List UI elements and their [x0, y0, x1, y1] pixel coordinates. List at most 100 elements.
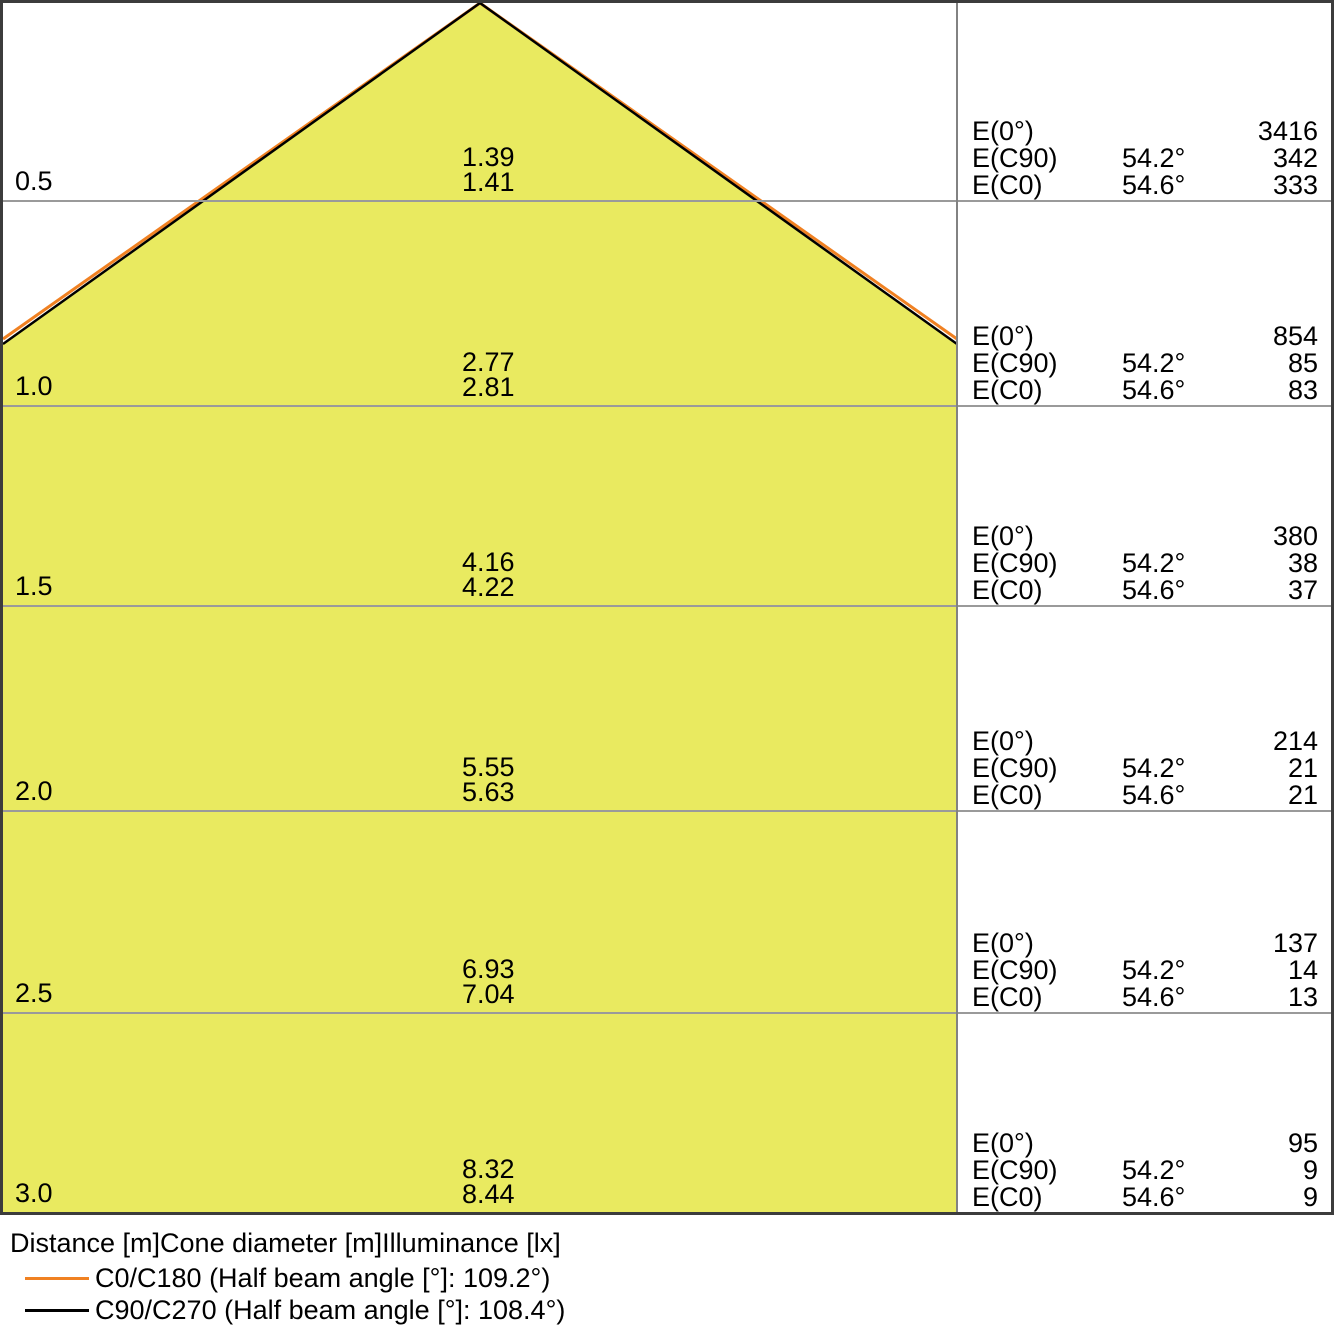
illuminance-row: E(C0) 54.6° 21	[972, 782, 1318, 809]
caption-distance: Distance [m]	[10, 1228, 161, 1258]
illuminance-row: E(C0) 54.6° 37	[972, 577, 1318, 604]
e-label: E(C0)	[972, 780, 1043, 810]
light-cone-plot	[3, 3, 957, 1212]
e-value: 380	[1272, 521, 1318, 551]
illuminance-block: E(0°) 214 E(C90) 54.2° 21 E(C0) 54.6° 21	[972, 728, 1318, 809]
illuminance-row: E(C90) 54.2° 38	[972, 550, 1318, 577]
c0-beam-line	[3, 3, 957, 341]
illuminance-row: E(C0) 54.6° 333	[972, 172, 1318, 199]
caption-cone-diameter: Cone diameter [m]	[160, 1228, 383, 1258]
gridline-2.0m	[3, 810, 1331, 812]
e-angle: 54.6°	[1122, 982, 1186, 1012]
e-value: 854	[1272, 321, 1318, 351]
e-label: E(C90)	[972, 548, 1058, 578]
illuminance-row: E(0°) 214	[972, 728, 1318, 755]
e-angle: 54.2°	[1122, 143, 1186, 173]
e-label: E(C0)	[972, 575, 1043, 605]
gridline-0.5m	[3, 200, 1331, 202]
e-value: 95	[1287, 1128, 1318, 1158]
e-value: 38	[1287, 548, 1318, 578]
illuminance-row: E(C90) 54.2° 21	[972, 755, 1318, 782]
e-value: 342	[1272, 143, 1318, 173]
illuminance-block: E(0°) 380 E(C90) 54.2° 38 E(C0) 54.6° 37	[972, 523, 1318, 604]
illuminance-block: E(0°) 137 E(C90) 54.2° 14 E(C0) 54.6° 13	[972, 930, 1318, 1011]
legend-item-c0-c180: C0/C180 (Half beam angle [°]: 109.2°)	[0, 1262, 700, 1294]
distance-label: 2.5	[15, 978, 53, 1008]
cone-diagram-chart: 0.5 1.0 1.5 2.0 2.5 3.0 1.39 1.41 2.77 2…	[0, 0, 1334, 1215]
illuminance-row: E(0°) 854	[972, 323, 1318, 350]
e-value: 333	[1272, 170, 1318, 200]
cone-diameter-labels: 8.32 8.44	[462, 1154, 515, 1209]
e-label: E(C0)	[972, 170, 1043, 200]
illuminance-row: E(0°) 137	[972, 930, 1318, 957]
gridline-1.0m	[3, 405, 1331, 407]
e-value: 9	[1302, 1155, 1318, 1185]
cone-diameter-labels: 4.16 4.22	[462, 547, 515, 602]
e-label: E(0°)	[972, 521, 1034, 551]
e-angle: 54.6°	[1122, 170, 1186, 200]
e-angle: 54.2°	[1122, 955, 1186, 985]
e-angle: 54.6°	[1122, 375, 1186, 405]
column-divider	[956, 3, 958, 1212]
e-label: E(C90)	[972, 753, 1058, 783]
gridline-1.5m	[3, 605, 1331, 607]
illuminance-block: E(0°) 95 E(C90) 54.2° 9 E(C0) 54.6° 9	[972, 1130, 1318, 1211]
e-label: E(C90)	[972, 348, 1058, 378]
illuminance-row: E(C90) 54.2° 14	[972, 957, 1318, 984]
c0-line-swatch	[25, 1276, 89, 1280]
e-label: E(C90)	[972, 143, 1058, 173]
illuminance-row: E(C90) 54.2° 85	[972, 350, 1318, 377]
e-angle: 54.6°	[1122, 1182, 1186, 1212]
legend-label: C0/C180 (Half beam angle [°]: 109.2°)	[95, 1263, 551, 1293]
e-value: 37	[1287, 575, 1318, 605]
e-value: 3416	[1257, 116, 1318, 146]
illuminance-row: E(C90) 54.2° 9	[972, 1157, 1318, 1184]
illuminance-row: E(C90) 54.2° 342	[972, 145, 1318, 172]
diameter-c90: 6.93	[462, 954, 515, 984]
e-value: 21	[1287, 780, 1318, 810]
e-angle: 54.6°	[1122, 780, 1186, 810]
e-label: E(0°)	[972, 321, 1034, 351]
diameter-c90: 8.32	[462, 1154, 515, 1184]
e-value: 13	[1287, 982, 1318, 1012]
distance-label: 1.0	[15, 371, 53, 401]
diameter-c0: 2.81	[462, 372, 515, 402]
diameter-c0: 5.63	[462, 777, 515, 807]
illuminance-block: E(0°) 854 E(C90) 54.2° 85 E(C0) 54.6° 83	[972, 323, 1318, 404]
e-value: 14	[1287, 955, 1318, 985]
diameter-c0: 4.22	[462, 572, 515, 602]
distance-label: 3.0	[15, 1178, 53, 1208]
caption-illuminance: Illuminance [lx]	[382, 1228, 561, 1258]
illuminance-row: E(C0) 54.6° 13	[972, 984, 1318, 1011]
diameter-c90: 1.39	[462, 142, 515, 172]
illuminance-row: E(C0) 54.6° 9	[972, 1184, 1318, 1211]
e-value: 85	[1287, 348, 1318, 378]
diameter-c0: 1.41	[462, 167, 515, 197]
e-label: E(0°)	[972, 928, 1034, 958]
gridline-2.5m	[3, 1012, 1331, 1014]
e-label: E(C0)	[972, 375, 1043, 405]
e-label: E(C0)	[972, 1182, 1043, 1212]
illuminance-row: E(0°) 380	[972, 523, 1318, 550]
diameter-c90: 5.55	[462, 752, 515, 782]
diameter-c0: 7.04	[462, 979, 515, 1009]
e-angle: 54.2°	[1122, 348, 1186, 378]
e-value: 137	[1272, 928, 1318, 958]
e-value: 21	[1287, 753, 1318, 783]
e-label: E(C0)	[972, 982, 1043, 1012]
distance-label: 0.5	[15, 166, 53, 196]
illuminance-row: E(0°) 95	[972, 1130, 1318, 1157]
illuminance-row: E(0°) 3416	[972, 118, 1318, 145]
diameter-c0: 8.44	[462, 1179, 515, 1209]
c90-beam-line	[3, 3, 957, 346]
diameter-c90: 4.16	[462, 547, 515, 577]
e-label: E(0°)	[972, 726, 1034, 756]
cone-diameter-labels: 1.39 1.41	[462, 142, 515, 197]
e-angle: 54.2°	[1122, 1155, 1186, 1185]
illuminance-block: E(0°) 3416 E(C90) 54.2° 342 E(C0) 54.6° …	[972, 118, 1318, 199]
cone-diameter-labels: 2.77 2.81	[462, 349, 515, 402]
e-angle: 54.2°	[1122, 548, 1186, 578]
axis-caption: Distance [m]Cone diameter [m]Illuminance…	[10, 1228, 561, 1259]
cone-fill	[3, 3, 957, 1212]
